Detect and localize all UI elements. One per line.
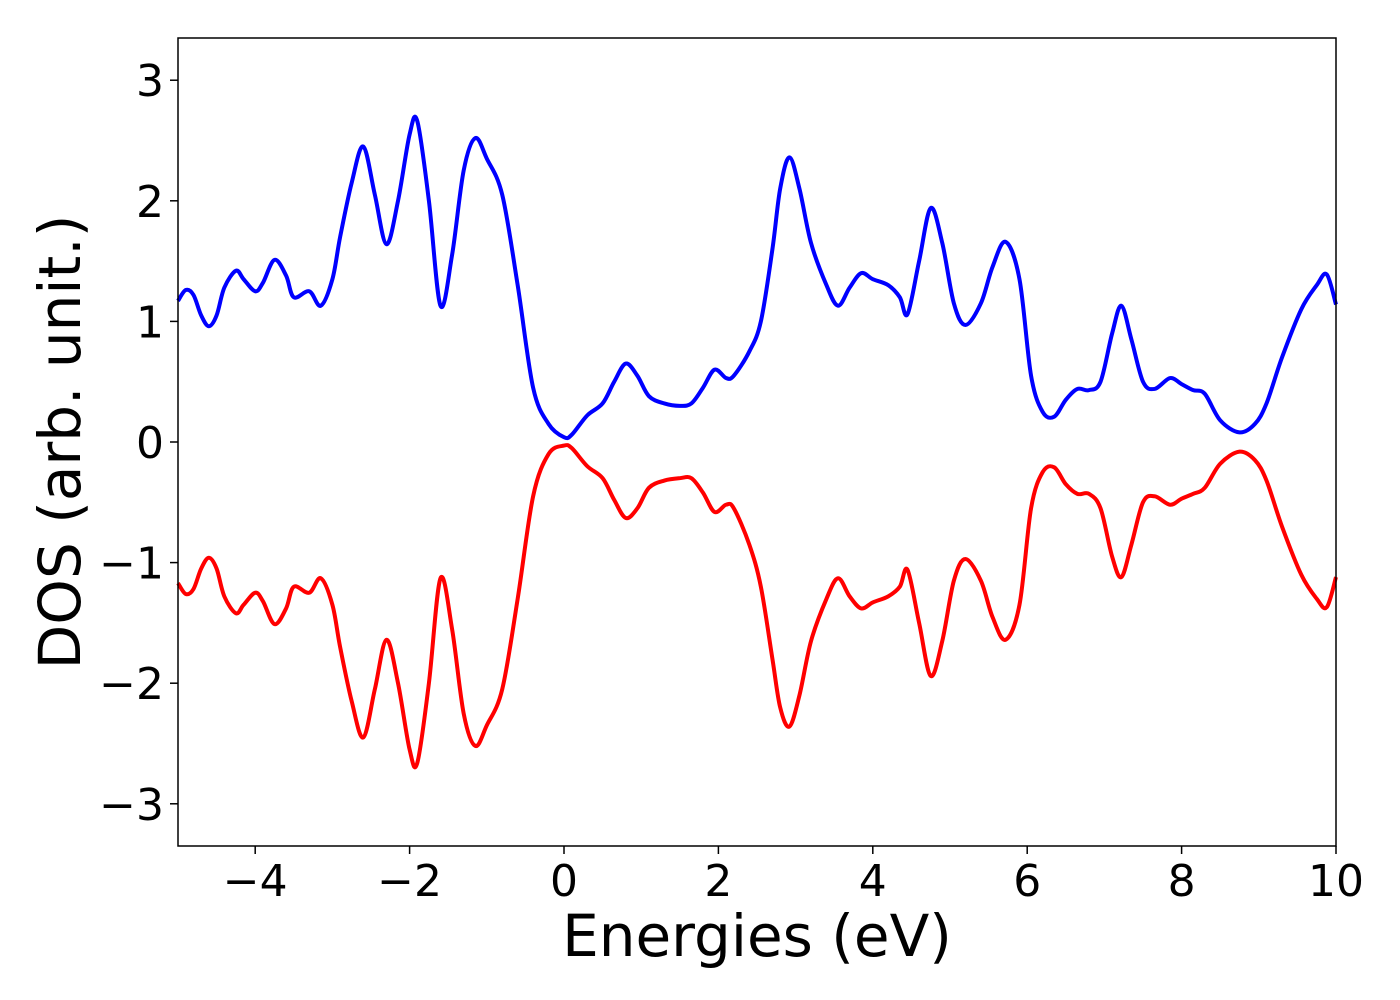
plot-area: [178, 38, 1336, 846]
x-axis-label: Energies (eV): [562, 902, 952, 970]
series-layer: [176, 114, 1338, 770]
y-axis-label: DOS (arb. unit.): [26, 215, 94, 670]
x-axis: −4 −2 0 2 4 6 8 10: [223, 846, 1364, 907]
x-tick-label: −4: [223, 856, 288, 907]
y-tick-label: 0: [136, 418, 164, 469]
y-tick-label: −3: [99, 780, 164, 831]
x-tick-label: 10: [1308, 856, 1364, 907]
x-tick-label: 4: [859, 856, 887, 907]
y-tick-label: −1: [99, 539, 164, 590]
x-tick-label: 8: [1168, 856, 1196, 907]
y-tick-label: 2: [136, 177, 164, 228]
y-tick-label: −2: [99, 659, 164, 710]
series-line-1: [176, 114, 1338, 441]
y-axis: 3 2 1 0 −1 −2 −3: [99, 56, 178, 831]
x-tick-label: 6: [1013, 856, 1041, 907]
y-tick-label: 1: [136, 297, 164, 348]
x-tick-label: 2: [704, 856, 732, 907]
x-tick-label: −2: [377, 856, 442, 907]
series-line-2: [176, 443, 1338, 770]
y-tick-label: 3: [136, 56, 164, 107]
x-tick-label: 0: [550, 856, 578, 907]
